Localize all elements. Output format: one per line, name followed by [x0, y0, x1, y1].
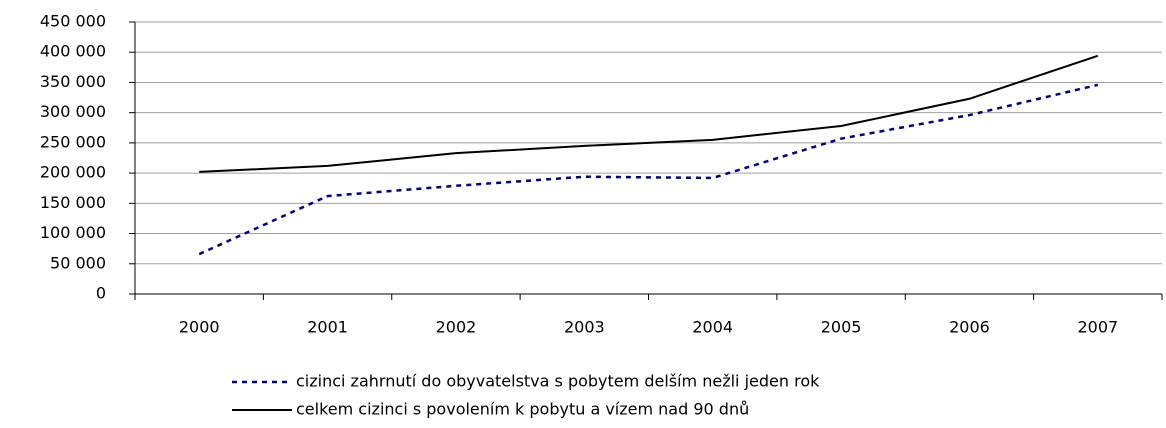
x-tick-label: 2002 — [436, 318, 477, 337]
x-tick-label: 2006 — [949, 318, 990, 337]
x-tick-label: 2004 — [692, 318, 733, 337]
y-tick-label: 200 000 — [40, 163, 106, 182]
y-tick-label: 400 000 — [40, 42, 106, 61]
y-tick-label: 150 000 — [40, 193, 106, 212]
legend-label: cizinci zahrnutí do obyvatelstva s pobyt… — [296, 372, 820, 391]
x-tick-label: 2007 — [1077, 318, 1118, 337]
y-tick-label: 50 000 — [50, 253, 106, 272]
y-tick-label: 250 000 — [40, 132, 106, 151]
y-tick-label: 300 000 — [40, 102, 106, 121]
x-tick-label: 2003 — [564, 318, 605, 337]
line-series — [199, 54, 1099, 173]
x-tick-label: 2005 — [821, 318, 862, 337]
line-series — [198, 83, 1099, 256]
x-tick-label: 2000 — [179, 318, 220, 337]
y-tick-label: 350 000 — [40, 72, 106, 91]
legend-label: celkem cizinci s povolením k pobytu a ví… — [296, 400, 749, 419]
x-tick-label: 2001 — [307, 318, 348, 337]
y-tick-label: 0 — [96, 284, 106, 303]
y-tick-label: 450 000 — [40, 12, 106, 31]
y-tick-label: 100 000 — [40, 223, 106, 242]
